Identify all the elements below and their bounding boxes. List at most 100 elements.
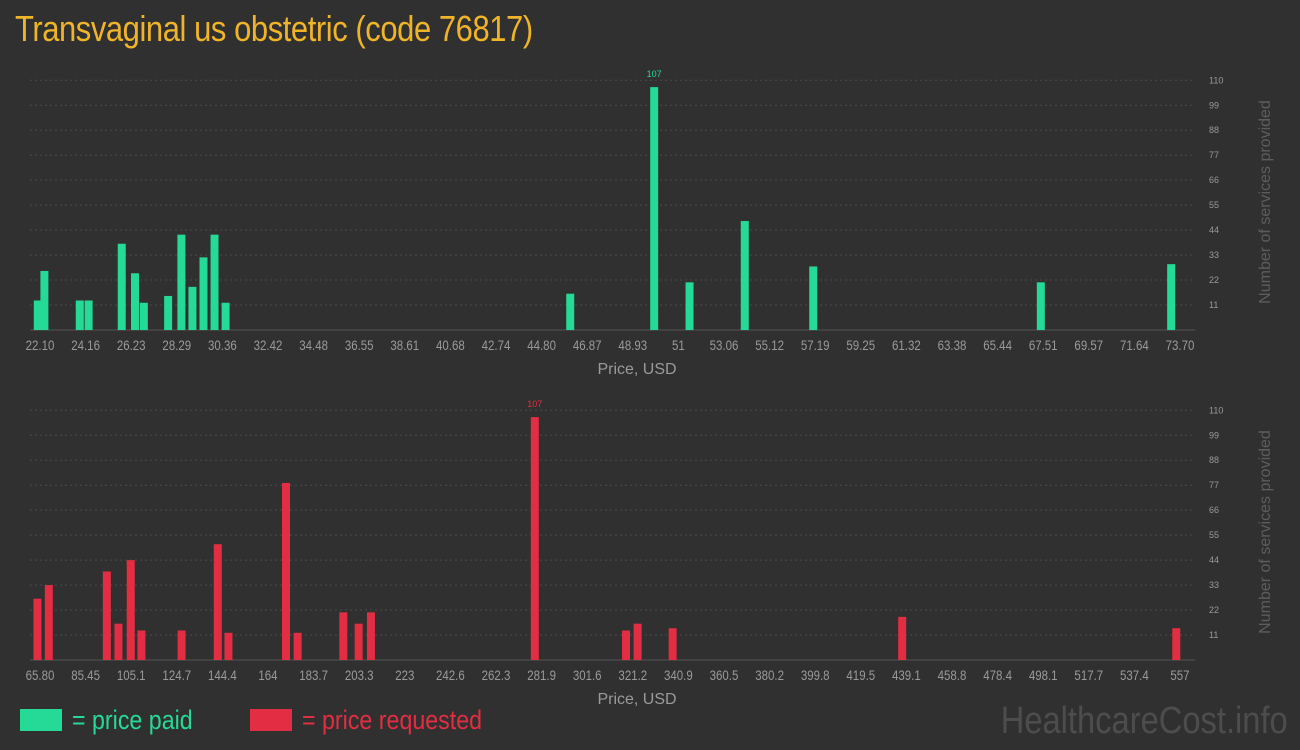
page-title: Transvaginal us obstetric (code 76817) — [15, 8, 533, 49]
bar — [1167, 264, 1176, 330]
x-tick-label: 46.87 — [573, 337, 602, 353]
bar — [293, 632, 302, 660]
x-tick-label: 30.36 — [208, 337, 237, 353]
legend-requested: = price requested — [250, 703, 511, 737]
x-tick-label: 340.9 — [664, 667, 693, 683]
x-tick-label: 71.64 — [1120, 337, 1149, 353]
bar — [530, 417, 539, 660]
y-tick-label: 44 — [1209, 225, 1219, 235]
x-axis-label: Price, USD — [597, 361, 676, 378]
x-axis-label: Price, USD — [597, 691, 676, 708]
bar — [131, 273, 139, 330]
x-tick-label: 223 — [395, 667, 414, 683]
y-tick-label: 88 — [1209, 455, 1219, 465]
y-tick-label: 99 — [1209, 100, 1219, 110]
bar — [199, 257, 208, 330]
bar — [633, 623, 642, 660]
x-tick-label: 63.38 — [938, 337, 967, 353]
bar — [685, 282, 694, 330]
x-tick-label: 419.5 — [846, 667, 875, 683]
x-tick-label: 517.7 — [1074, 667, 1103, 683]
x-tick-label: 242.6 — [436, 667, 465, 683]
paid-legend-label: = price paid — [72, 704, 193, 735]
x-tick-label: 65.80 — [26, 667, 55, 683]
bar — [224, 632, 233, 660]
x-tick-label: 321.2 — [618, 667, 647, 683]
x-tick-label: 262.3 — [482, 667, 511, 683]
bar — [177, 630, 186, 660]
bar — [566, 293, 575, 330]
bar — [177, 234, 186, 330]
y-tick-label: 110 — [1209, 405, 1223, 415]
bar — [114, 623, 123, 660]
requested-legend-label: = price requested — [302, 704, 483, 735]
watermark: HealthcareCost.info — [1000, 700, 1288, 742]
x-tick-label: 38.61 — [390, 337, 419, 353]
bar — [139, 302, 148, 330]
bar — [1036, 282, 1045, 330]
paid-histogram: 11 22 33 44 55 66 77 88 99 110 107 22.10 24.16 26.23 2… — [26, 69, 1274, 378]
bar — [75, 300, 84, 330]
x-tick-label: 26.23 — [117, 337, 146, 353]
y-tick-label: 66 — [1209, 505, 1219, 515]
x-tick-label: 55.12 — [755, 337, 784, 353]
x-tick-label: 537.4 — [1120, 667, 1149, 683]
x-tick-label: 360.5 — [710, 667, 739, 683]
bar — [354, 623, 363, 660]
x-tick-label: 65.44 — [983, 337, 1012, 353]
x-tick-label: 439.1 — [892, 667, 921, 683]
bar — [117, 243, 126, 330]
x-tick-label: 557 — [1170, 667, 1189, 683]
x-tick-label: 478.4 — [983, 667, 1012, 683]
x-tick-label: 48.93 — [618, 337, 647, 353]
bar — [137, 630, 146, 660]
x-tick-label: 57.19 — [801, 337, 830, 353]
y-axis-label: Number of services provided — [1257, 430, 1274, 634]
y-tick-label: 66 — [1209, 175, 1219, 185]
bar — [44, 585, 53, 660]
x-tick-label: 183.7 — [299, 667, 328, 683]
y-tick-label: 11 — [1209, 300, 1218, 310]
bar — [366, 612, 375, 660]
x-tick-label: 281.9 — [527, 667, 556, 683]
y-tick-label: 99 — [1209, 430, 1219, 440]
x-tick-label: 28.29 — [162, 337, 191, 353]
y-tick-label: 22 — [1209, 605, 1219, 615]
x-tick-label: 42.74 — [482, 337, 511, 353]
bar — [33, 300, 42, 330]
y-tick-label: 33 — [1209, 250, 1219, 260]
requested-histogram: 11 22 33 44 55 66 77 88 99 110 107 65.80 85.45 105.1 1… — [26, 399, 1274, 708]
x-tick-label: 73.70 — [1166, 337, 1195, 353]
x-tick-label: 124.7 — [162, 667, 191, 683]
x-tick-label: 69.57 — [1074, 337, 1103, 353]
y-tick-label: 22 — [1209, 275, 1219, 285]
x-tick-label: 105.1 — [117, 667, 146, 683]
x-tick-label: 32.42 — [254, 337, 283, 353]
bar — [1172, 628, 1181, 660]
bar — [282, 482, 291, 660]
x-tick-label: 53.06 — [710, 337, 739, 353]
bar — [650, 87, 659, 330]
bar — [622, 630, 631, 660]
x-tick-label: 85.45 — [71, 667, 100, 683]
y-tick-label: 110 — [1209, 75, 1223, 85]
y-tick-label: 11 — [1209, 630, 1218, 640]
x-tick-label: 51 — [672, 337, 685, 353]
bar — [188, 286, 197, 330]
requested-swatch — [250, 709, 292, 731]
y-tick-label: 33 — [1209, 580, 1219, 590]
x-tick-label: 44.80 — [527, 337, 556, 353]
bar — [164, 295, 173, 330]
bar — [126, 560, 135, 660]
x-tick-label: 61.32 — [892, 337, 921, 353]
bar — [668, 628, 677, 660]
x-tick-label: 24.16 — [71, 337, 100, 353]
bar — [339, 612, 348, 660]
x-tick-label: 458.8 — [938, 667, 967, 683]
x-tick-label: 498.1 — [1029, 667, 1058, 683]
x-tick-label: 164 — [258, 667, 277, 683]
x-tick-label: 34.48 — [299, 337, 328, 353]
y-tick-label: 55 — [1209, 200, 1219, 210]
x-tick-label: 301.6 — [573, 667, 602, 683]
bar — [740, 221, 749, 330]
